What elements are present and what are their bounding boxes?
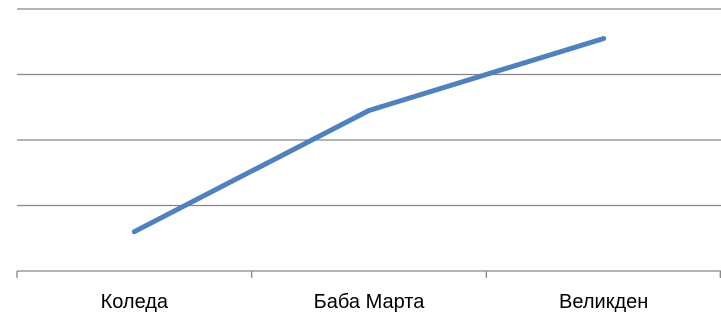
x-tick-label: Коледа xyxy=(101,291,169,313)
gridlines xyxy=(17,8,721,207)
category-labels: Коледа Баба Марта Великден xyxy=(101,291,649,313)
x-axis xyxy=(16,270,721,278)
x-tick-label: Баба Марта xyxy=(314,291,426,313)
x-tick-label: Великден xyxy=(559,291,648,313)
series-group xyxy=(131,36,607,235)
series-line-1 xyxy=(131,36,607,235)
